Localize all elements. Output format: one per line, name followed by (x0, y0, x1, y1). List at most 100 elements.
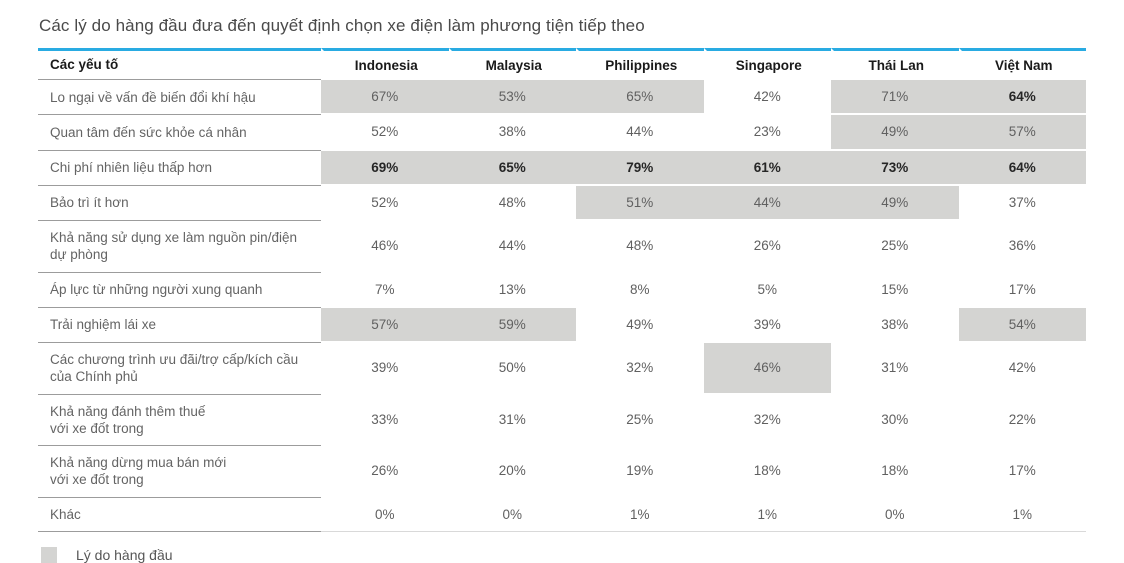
legend: Lý do hàng đầu (41, 546, 1086, 563)
value-cell: 48% (576, 221, 704, 273)
value-cell: 46% (703, 343, 831, 395)
table-header-row: Các yếu tố Indonesia Malaysia Philippines Si… (38, 48, 1086, 80)
value-cell: 5% (703, 272, 831, 308)
table-row: Quan tâm đến sức khỏe cá nhân 52% 38% 44% 23… (38, 115, 1086, 151)
value-cell: 17% (958, 272, 1086, 308)
value-cell: 39% (321, 343, 449, 395)
value-cell: 0% (321, 497, 449, 532)
column-header-country: Singapore (703, 48, 831, 80)
table-body: Lo ngại về vấn đề biến đổi khí hậu 67% 53%… (38, 80, 1086, 532)
value-cell: 52% (321, 185, 449, 222)
row-label: Áp lực từ những người xung quanh (38, 273, 321, 308)
value-cell: 30% (831, 394, 959, 447)
value-cell: 52% (321, 115, 449, 151)
value-cell: 49% (831, 115, 959, 151)
page-title: Các lý do hàng đầu đưa đến quyết định ch… (39, 16, 645, 35)
row-label: Khả năng dừng mua bán mới với xe đốt tro… (38, 446, 321, 498)
value-cell: 38% (448, 115, 576, 151)
value-cell: 33% (321, 394, 449, 447)
table-row: Áp lực từ những người xung quanh 7% 13% 8% 5… (38, 272, 1086, 308)
value-cell: 25% (576, 394, 704, 447)
value-cell: 22% (958, 394, 1086, 447)
value-cell: 46% (321, 221, 449, 273)
column-header-factors: Các yếu tố (38, 48, 321, 80)
top-reason-swatch-icon (41, 546, 57, 563)
column-header-country: Philippines (576, 48, 704, 80)
table-row: Khả năng đánh thêm thuế với xe đốt trong… (38, 394, 1086, 447)
value-cell: 1% (703, 497, 831, 532)
value-cell: 31% (448, 394, 576, 447)
value-cell: 0% (831, 497, 959, 532)
table-row: Lo ngại về vấn đề biến đổi khí hậu 67% 53%… (38, 80, 1086, 116)
row-label: Chi phí nhiên liệu thấp hơn (38, 151, 321, 186)
value-cell: 37% (958, 185, 1086, 222)
value-cell: 25% (831, 221, 959, 273)
value-cell: 49% (831, 185, 959, 222)
column-header-country: Indonesia (321, 48, 449, 80)
value-cell: 26% (703, 221, 831, 273)
row-label: Trải nghiệm lái xe (38, 308, 321, 344)
value-cell: 44% (448, 221, 576, 273)
row-label: Khả năng đánh thêm thuế với xe đốt trong (38, 395, 321, 447)
value-cell: 1% (958, 497, 1086, 532)
row-label: Quan tâm đến sức khỏe cá nhân (38, 115, 321, 151)
value-cell: 64% (958, 150, 1086, 186)
row-label: Khả năng sử dụng xe làm nguồn pin/điện d… (38, 221, 321, 273)
value-cell: 69% (321, 150, 449, 186)
value-cell: 79% (576, 150, 704, 186)
table-row: Khả năng sử dụng xe làm nguồn pin/điện d… (38, 221, 1086, 273)
value-cell: 15% (831, 272, 959, 308)
row-label: Bảo trì ít hơn (38, 186, 321, 222)
value-cell: 65% (576, 80, 704, 116)
value-cell: 57% (958, 115, 1086, 151)
value-cell: 54% (958, 307, 1086, 344)
row-label: Lo ngại về vấn đề biến đổi khí hậu (38, 80, 321, 116)
value-cell: 8% (576, 272, 704, 308)
value-cell: 13% (448, 272, 576, 308)
value-cell: 42% (958, 343, 1086, 395)
value-cell: 31% (831, 343, 959, 395)
value-cell: 42% (703, 80, 831, 116)
value-cell: 17% (958, 446, 1086, 498)
value-cell: 7% (321, 272, 449, 308)
value-cell: 49% (576, 307, 704, 344)
column-header-country: Việt Nam (958, 48, 1086, 80)
table-row: Bảo trì ít hơn 52% 48% 51% 44% 49% 37% (38, 185, 1086, 222)
row-label: Các chương trình ưu đãi/trợ cấp/kích cầu… (38, 343, 321, 395)
value-cell: 44% (703, 185, 831, 222)
table-row: Trải nghiệm lái xe 57% 59% 49% 39% 38% 54% (38, 307, 1086, 344)
value-cell: 38% (831, 307, 959, 344)
value-cell: 48% (448, 185, 576, 222)
value-cell: 61% (703, 150, 831, 186)
column-header-country: Thái Lan (831, 48, 959, 80)
value-cell: 18% (831, 446, 959, 498)
table-header: Các yếu tố Indonesia Malaysia Philippines Si… (38, 48, 1086, 80)
value-cell: 0% (448, 497, 576, 532)
value-cell: 65% (448, 150, 576, 186)
table-row: Chi phí nhiên liệu thấp hơn 69% 65% 79% 61% 7… (38, 150, 1086, 186)
value-cell: 53% (448, 80, 576, 116)
value-cell: 26% (321, 446, 449, 498)
value-cell: 32% (703, 394, 831, 447)
value-cell: 36% (958, 221, 1086, 273)
value-cell: 67% (321, 80, 449, 116)
value-cell: 39% (703, 307, 831, 344)
value-cell: 71% (831, 80, 959, 116)
legend-label: Lý do hàng đầu (76, 546, 173, 563)
value-cell: 59% (448, 307, 576, 344)
value-cell: 64% (958, 80, 1086, 116)
value-cell: 73% (831, 150, 959, 186)
value-cell: 23% (703, 115, 831, 151)
value-cell: 32% (576, 343, 704, 395)
value-cell: 1% (576, 497, 704, 532)
value-cell: 19% (576, 446, 704, 498)
table-row: Khả năng dừng mua bán mới với xe đốt tro… (38, 446, 1086, 498)
table-row: Khác 0% 0% 1% 1% 0% 1% (38, 497, 1086, 532)
row-label: Khác (38, 498, 321, 532)
value-cell: 50% (448, 343, 576, 395)
value-cell: 20% (448, 446, 576, 498)
value-cell: 51% (576, 185, 704, 222)
column-header-country: Malaysia (448, 48, 576, 80)
value-cell: 57% (321, 307, 449, 344)
